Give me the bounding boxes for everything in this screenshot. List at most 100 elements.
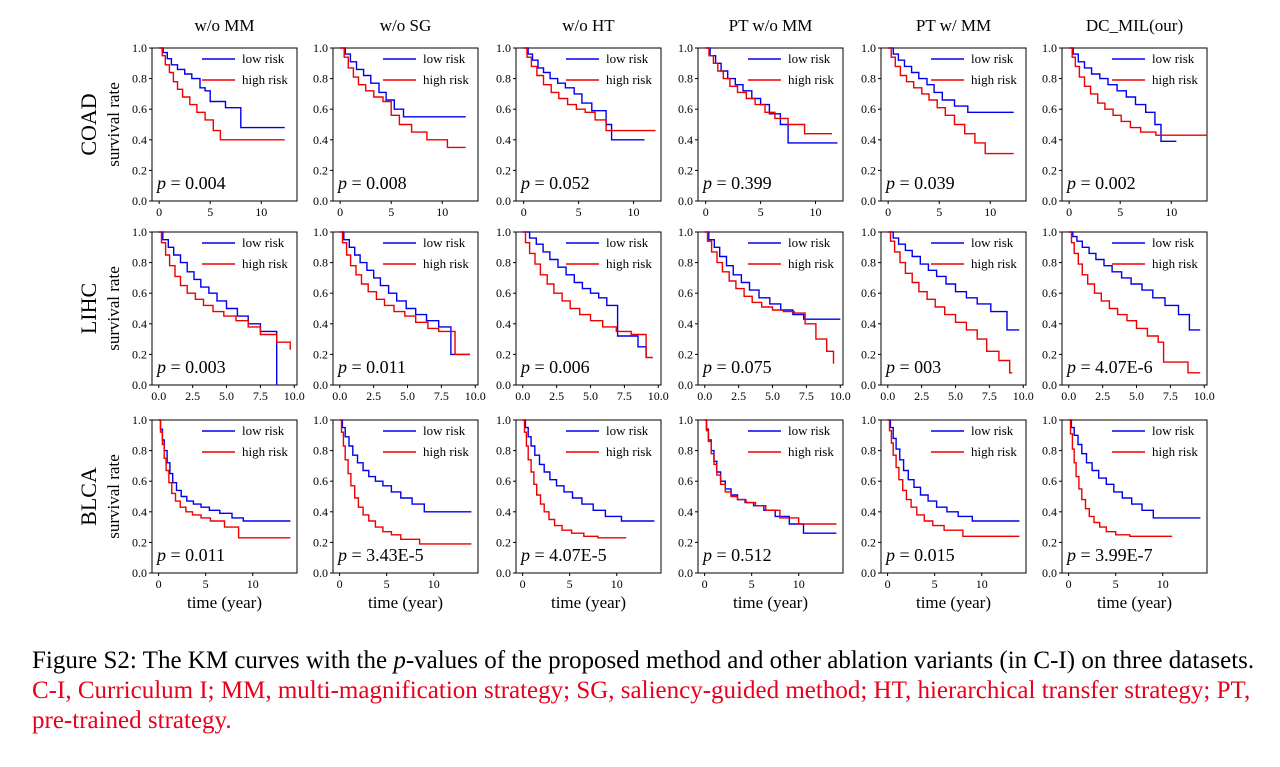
x-tick-label: 10 (810, 205, 822, 219)
x-axis-label: time (year) (1097, 593, 1172, 612)
y-tick-label: 0.8 (313, 256, 328, 270)
km-figure: w/o MM w/o SG w/o HT PT w/o MM PT w/ MM DC_MI… (76, 16, 1215, 612)
low-risk-curve (887, 231, 1020, 331)
plot-frame (332, 419, 479, 574)
y-tick-label: 0.4 (132, 133, 147, 147)
legend-label: high risk (242, 72, 288, 87)
y-tick-label: 0.2 (861, 535, 876, 549)
high-risk-curve (340, 47, 466, 149)
y-tick-label: 0.4 (132, 317, 147, 331)
x-tick-label: 10 (976, 577, 988, 591)
km-panel: 0.0 0.2 0.4 0.6 0.8 1.0 0 5 10 low risk high risk p… (678, 41, 844, 219)
y-tick-label: 0.8 (1042, 256, 1057, 270)
y-tick-label: 0.0 (678, 566, 693, 580)
legend-label: low risk (1152, 51, 1195, 66)
y-tick-label: 0.6 (678, 286, 693, 300)
y-tick-label: 1.0 (678, 225, 693, 239)
x-tick-label: 10 (1157, 577, 1169, 591)
y-tick-label: 0.2 (496, 535, 511, 549)
legend-label: high risk (606, 256, 652, 271)
x-tick-label: 5 (384, 577, 390, 591)
x-tick-label: 5 (758, 205, 764, 219)
y-tick-label: 0.2 (496, 163, 511, 177)
plot-frame (697, 419, 844, 574)
y-tick-label: 0.2 (132, 163, 147, 177)
km-panel: 0.0 0.2 0.4 0.6 0.8 1.0 0 5 10 low risk high risk p… (678, 413, 844, 612)
y-tick-label: 0.4 (496, 505, 511, 519)
p-symbol: p (155, 545, 166, 565)
plot-frame (697, 47, 844, 202)
plot-frame (332, 47, 479, 202)
y-tick-label: 0.8 (132, 256, 147, 270)
low-risk-curve (1068, 231, 1201, 331)
p-value: p = 0.011 (336, 357, 406, 377)
p-symbol: p (884, 357, 895, 377)
p-value: p = 0.399 (701, 173, 772, 193)
high-risk-curve (523, 47, 656, 132)
p-symbol: p (519, 173, 530, 193)
p-value-text: = 0.004 (166, 173, 226, 193)
x-tick-label: 10.0 (1194, 389, 1215, 403)
x-tick-label: 5 (207, 205, 213, 219)
y-tick-label: 1.0 (861, 413, 876, 427)
y-tick-label: 1.0 (861, 41, 876, 55)
km-panel: 0.0 0.2 0.4 0.6 0.8 1.0 0.0 2.5 5.0 7.5 10.0 low ri… (496, 225, 669, 403)
y-tick-label: 0.2 (861, 347, 876, 361)
x-tick-label: 0.0 (332, 389, 347, 403)
y-tick-label: 0.6 (132, 286, 147, 300)
plot-frame (880, 419, 1027, 574)
y-tick-label: 1.0 (496, 225, 511, 239)
p-value: p = 0.003 (155, 357, 226, 377)
y-tick-label: 0.8 (313, 72, 328, 86)
y-tick-label: 0.4 (861, 505, 876, 519)
y-tick-label: 0.6 (496, 474, 511, 488)
km-panel: 0.0 0.2 0.4 0.6 0.8 1.0 0 5 10 low risk high risk p… (1042, 41, 1208, 219)
high-risk-curve (704, 419, 837, 525)
high-risk-curve (887, 231, 1013, 374)
x-tick-label: 2.5 (914, 389, 929, 403)
x-tick-label: 10 (1165, 205, 1177, 219)
p-value: p = 0.008 (336, 173, 407, 193)
x-tick-label: 0 (337, 205, 343, 219)
x-tick-label: 2.5 (1095, 389, 1110, 403)
y-tick-label: 1.0 (1042, 41, 1057, 55)
p-symbol: p (701, 545, 712, 565)
y-tick-label: 0.4 (678, 505, 693, 519)
y-tick-label: 0.0 (132, 378, 147, 392)
y-tick-label: 0.2 (132, 347, 147, 361)
low-risk-curve (339, 419, 472, 513)
low-risk-curve (705, 47, 838, 144)
legend-label: high risk (971, 444, 1017, 459)
legend-label: low risk (606, 235, 649, 250)
x-tick-label: 5 (388, 205, 394, 219)
p-value-text: = 0.008 (347, 173, 407, 193)
y-tick-label: 0.8 (496, 72, 511, 86)
p-value-text: = 0.039 (895, 173, 955, 193)
p-symbol: p (155, 173, 166, 193)
x-tick-label: 7.5 (253, 389, 268, 403)
x-axis-label: time (year) (551, 593, 626, 612)
y-tick-label: 0.2 (1042, 163, 1057, 177)
p-value: p = 0.006 (519, 357, 590, 377)
y-tick-label: 0.0 (861, 378, 876, 392)
x-tick-label: 5 (1113, 577, 1119, 591)
x-tick-label: 0 (520, 577, 526, 591)
x-tick-label: 10 (628, 205, 640, 219)
km-panel: 0.0 0.2 0.4 0.6 0.8 1.0 0.0 2.5 5.0 7.5 10.0 low ri… (132, 225, 305, 403)
low-risk-curve (1069, 47, 1177, 142)
y-tick-label: 0.6 (313, 286, 328, 300)
y-axis-label: survival rate (104, 454, 123, 539)
plot-frame (151, 47, 298, 202)
y-tick-label: 0.0 (1042, 378, 1057, 392)
plot-frame (880, 47, 1027, 202)
x-tick-label: 7.5 (982, 389, 997, 403)
p-symbol: p (701, 173, 712, 193)
y-tick-label: 1.0 (313, 413, 328, 427)
legend-label: low risk (423, 51, 466, 66)
y-tick-label: 0.8 (1042, 444, 1057, 458)
caption-p-italic: p (393, 647, 406, 674)
p-value: p = 4.07E-6 (1065, 357, 1153, 377)
legend-label: high risk (971, 256, 1017, 271)
x-tick-label: 10.0 (284, 389, 305, 403)
y-tick-label: 0.4 (1042, 317, 1057, 331)
